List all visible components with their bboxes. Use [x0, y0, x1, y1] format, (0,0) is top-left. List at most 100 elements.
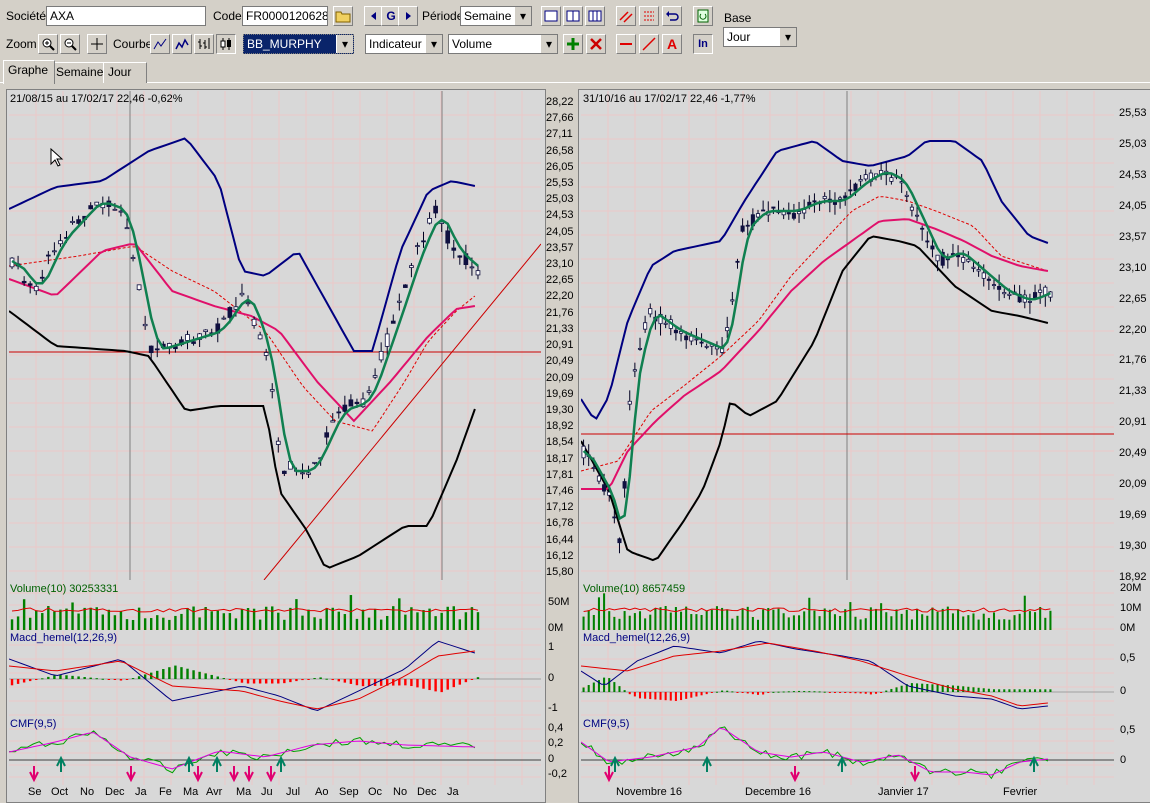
- candle-down: [433, 205, 438, 214]
- layout-double-icon: [566, 10, 580, 22]
- area-line-button[interactable]: [172, 34, 192, 54]
- periode-select[interactable]: Semaine ▾: [460, 6, 532, 26]
- undo-button[interactable]: [662, 6, 682, 26]
- volume-bar: [392, 606, 395, 630]
- y-tick-label: 24,53: [546, 209, 574, 222]
- tab-graphe[interactable]: Graphe: [3, 60, 55, 84]
- indicator-source-select[interactable]: Volume ▾: [448, 34, 558, 54]
- volume-bar: [470, 607, 474, 630]
- left-macd-chart[interactable]: [9, 631, 541, 716]
- y-tick-label: 22,20: [1119, 323, 1147, 336]
- macd-positive-bar: [1039, 689, 1042, 692]
- indicator-tick-label: 0M: [548, 622, 564, 634]
- crosshair-button[interactable]: [87, 34, 107, 54]
- macd-negative-bar: [379, 679, 383, 686]
- layout-single-button[interactable]: [541, 6, 561, 26]
- candle-up: [889, 177, 894, 182]
- y-tick-label: 23,10: [1119, 261, 1147, 274]
- overlay-select[interactable]: BB_MURPHY ▾: [243, 34, 354, 54]
- bollinger-lower-band: [581, 235, 1049, 562]
- volume-bar: [349, 595, 353, 630]
- volume-bar: [446, 606, 449, 630]
- candlestick-button[interactable]: [216, 34, 236, 54]
- left-price-chart[interactable]: [9, 91, 541, 580]
- trend-line-button[interactable]: [639, 34, 659, 54]
- macd-negative-bar: [10, 679, 14, 686]
- tab-jour[interactable]: Jour: [103, 62, 147, 83]
- macd-positive-bar: [1008, 689, 1011, 692]
- next-button[interactable]: [398, 6, 418, 26]
- macd-positive-bar: [972, 687, 975, 692]
- refresh-button[interactable]: [693, 6, 713, 26]
- macd-negative-bar: [361, 679, 365, 687]
- candle-down: [451, 247, 457, 251]
- volume-bar: [916, 608, 919, 630]
- candle-down: [622, 481, 627, 489]
- mouse-cursor-icon: [50, 148, 64, 167]
- remove-indicator-button[interactable]: [586, 34, 606, 54]
- log-scale-button[interactable]: In: [693, 34, 713, 54]
- x-tick-label: Ma: [183, 786, 199, 798]
- right-macd-chart[interactable]: [581, 631, 1114, 716]
- candle-up: [33, 285, 39, 292]
- y-tick-label: 23,10: [546, 258, 574, 271]
- line-chart-button[interactable]: [150, 34, 170, 54]
- macd-positive-bar: [987, 688, 990, 692]
- buy-arrow-icon: [56, 755, 66, 772]
- grid-button[interactable]: [639, 6, 659, 26]
- macd-positive-bar: [1023, 689, 1026, 692]
- indicator-source-value: Volume: [452, 37, 493, 51]
- layout-triple-button[interactable]: [585, 6, 605, 26]
- societe-input[interactable]: AXA: [46, 6, 206, 26]
- bar-chart-button[interactable]: [194, 34, 214, 54]
- tab-semaine[interactable]: Semaine: [51, 62, 107, 83]
- volume-bar: [240, 609, 244, 630]
- candle-up: [689, 335, 694, 342]
- left-cmf-chart[interactable]: [9, 717, 541, 785]
- volume-bar: [608, 611, 611, 630]
- text-annotation-button[interactable]: A: [662, 34, 682, 54]
- zoom-out-icon: [64, 38, 77, 51]
- macd-positive-bar: [967, 686, 970, 692]
- volume-bar: [428, 608, 431, 630]
- sell-arrow-icon: [126, 766, 136, 783]
- candle-down: [771, 206, 776, 209]
- macd-negative-bar: [252, 679, 256, 684]
- volume-bar: [65, 608, 68, 630]
- candle-down: [745, 224, 750, 227]
- candle-up: [469, 266, 475, 269]
- add-indicator-button[interactable]: [563, 34, 583, 54]
- layout-double-button[interactable]: [563, 6, 583, 26]
- volume-bar: [186, 608, 189, 630]
- macd-negative-bar: [874, 692, 878, 694]
- macd-negative-bar: [680, 692, 683, 701]
- x-tick-label: No: [80, 786, 95, 798]
- right-price-chart[interactable]: [581, 91, 1114, 580]
- macd-negative-bar: [705, 692, 708, 695]
- candle-up: [591, 467, 596, 469]
- parallel-lines-button[interactable]: [616, 6, 636, 26]
- plus-icon: [567, 38, 579, 50]
- base-select[interactable]: Jour ▾: [723, 27, 797, 47]
- macd-positive-bar: [895, 687, 898, 692]
- code-input[interactable]: FR0000120628: [242, 6, 328, 26]
- indicator-select[interactable]: Indicateur 1 ▾: [365, 34, 443, 54]
- candle-up: [838, 197, 843, 200]
- volume-bar: [659, 607, 662, 630]
- volume-bar: [597, 597, 600, 630]
- zoom-out-button[interactable]: [60, 34, 80, 54]
- macd-positive-bar: [162, 669, 165, 679]
- candle-down: [791, 213, 796, 219]
- candle-up: [679, 331, 684, 334]
- candle-down: [21, 280, 27, 284]
- horizontal-line-button[interactable]: [616, 34, 636, 54]
- right-volume-chart[interactable]: [581, 581, 1114, 630]
- right-cmf-chart[interactable]: [581, 717, 1114, 785]
- left-volume-chart[interactable]: [9, 581, 541, 630]
- candle-up: [221, 317, 227, 320]
- y-tick-label: 24,53: [1119, 168, 1147, 181]
- candle-up: [239, 292, 245, 296]
- volume-bar: [823, 608, 826, 630]
- open-folder-button[interactable]: [333, 6, 353, 26]
- zoom-in-button[interactable]: [38, 34, 58, 54]
